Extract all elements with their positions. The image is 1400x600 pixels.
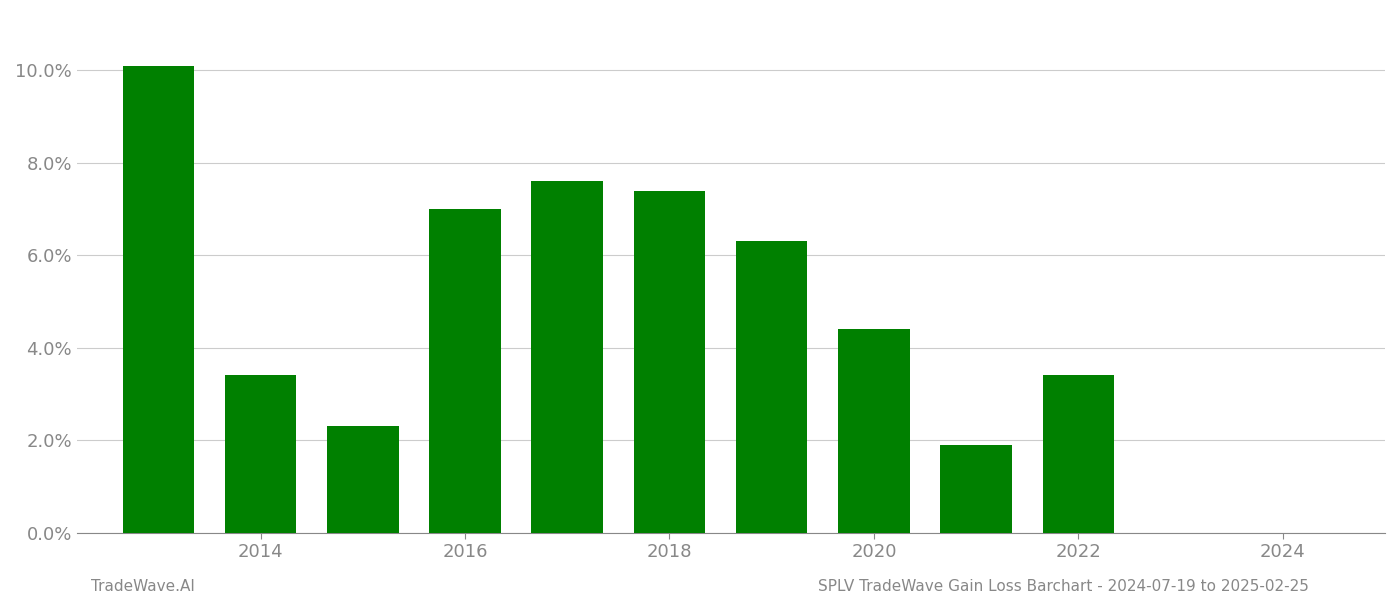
Bar: [634, 191, 706, 533]
Bar: [225, 376, 297, 533]
Bar: [736, 241, 808, 533]
Bar: [1043, 376, 1114, 533]
Bar: [839, 329, 910, 533]
Bar: [123, 66, 195, 533]
Text: TradeWave.AI: TradeWave.AI: [91, 579, 195, 594]
Bar: [941, 445, 1012, 533]
Bar: [328, 426, 399, 533]
Bar: [532, 181, 603, 533]
Text: SPLV TradeWave Gain Loss Barchart - 2024-07-19 to 2025-02-25: SPLV TradeWave Gain Loss Barchart - 2024…: [818, 579, 1309, 594]
Bar: [430, 209, 501, 533]
